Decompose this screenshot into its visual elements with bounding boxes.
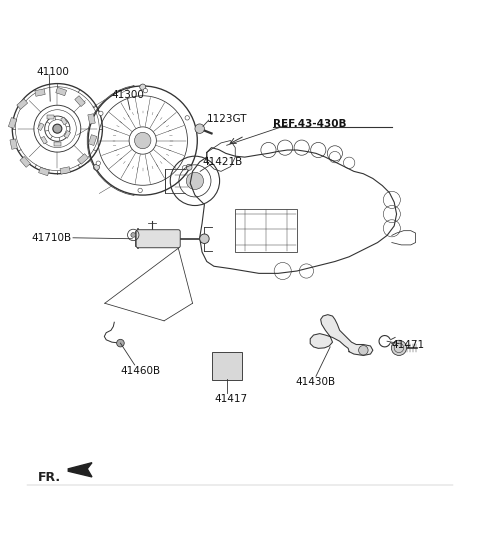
Bar [235, 209, 297, 252]
Circle shape [131, 233, 136, 237]
Circle shape [186, 164, 192, 170]
Bar [88, 114, 95, 124]
Text: 41300: 41300 [112, 91, 145, 100]
Text: 41710B: 41710B [31, 233, 72, 243]
Bar [48, 115, 54, 119]
Text: 41430B: 41430B [296, 377, 336, 388]
Text: 41460B: 41460B [120, 366, 160, 376]
Circle shape [99, 111, 103, 115]
Bar [10, 139, 17, 149]
FancyBboxPatch shape [212, 352, 242, 380]
Bar [35, 89, 45, 96]
Bar [77, 154, 88, 164]
Text: 41471: 41471 [392, 339, 425, 350]
Bar [56, 87, 67, 96]
Text: REF.43-430B: REF.43-430B [273, 119, 347, 129]
Circle shape [117, 339, 124, 347]
Bar [60, 117, 67, 125]
Polygon shape [68, 463, 92, 477]
Bar [88, 134, 97, 145]
Circle shape [143, 88, 147, 93]
Circle shape [200, 234, 209, 243]
Bar [38, 167, 49, 176]
Circle shape [140, 84, 146, 90]
Circle shape [96, 161, 100, 165]
Bar [64, 131, 71, 138]
Bar [75, 96, 85, 107]
Polygon shape [310, 315, 373, 356]
Circle shape [134, 132, 151, 149]
Circle shape [138, 188, 142, 192]
Text: 41100: 41100 [36, 67, 69, 77]
Bar [54, 142, 60, 146]
Text: 41417: 41417 [214, 394, 247, 404]
Circle shape [195, 124, 204, 133]
Bar [8, 118, 17, 128]
Bar [41, 137, 48, 144]
Circle shape [185, 115, 190, 120]
Circle shape [94, 164, 99, 170]
Circle shape [182, 165, 187, 170]
FancyBboxPatch shape [136, 230, 180, 248]
Circle shape [53, 124, 62, 133]
Text: FR.: FR. [38, 471, 61, 484]
Bar [17, 99, 28, 109]
Circle shape [359, 345, 368, 355]
Bar [37, 123, 44, 131]
Text: 41421B: 41421B [202, 157, 242, 167]
Text: 1123GT: 1123GT [207, 114, 247, 124]
Circle shape [186, 172, 204, 190]
Bar [60, 167, 71, 174]
Circle shape [391, 340, 407, 356]
Bar [20, 157, 30, 167]
